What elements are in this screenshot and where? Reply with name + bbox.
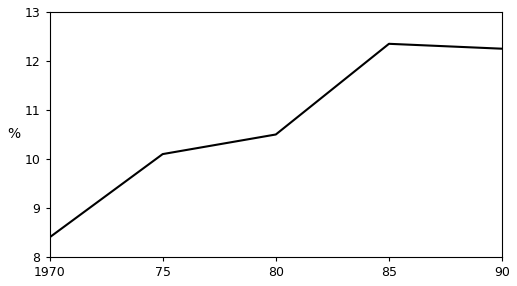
Y-axis label: %: % bbox=[7, 128, 20, 142]
